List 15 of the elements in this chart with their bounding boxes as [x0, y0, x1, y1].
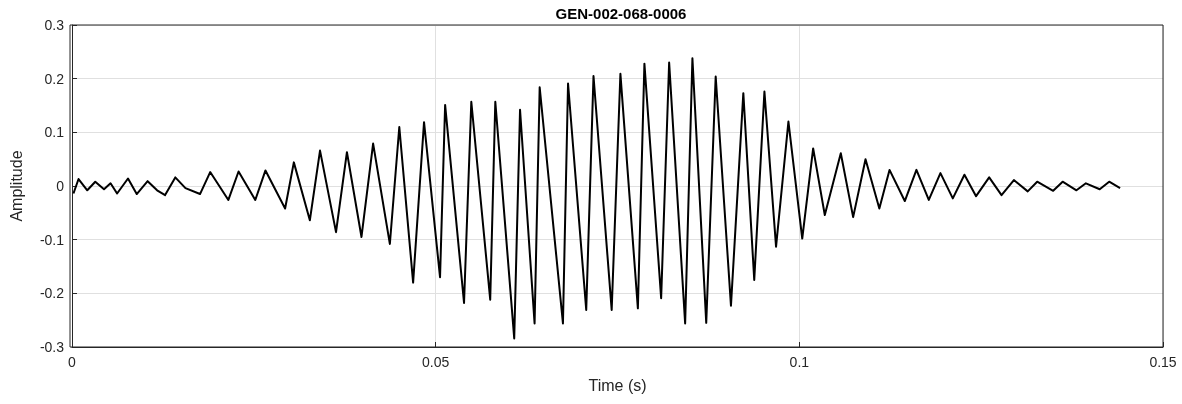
chart-title: GEN-002-068-0006	[555, 5, 687, 22]
x-tick-label: 0	[68, 354, 77, 370]
x-axis-title: Time (s)	[588, 376, 647, 394]
y-tick-label: -0.2	[39, 285, 65, 302]
x-tick-label: 0.05	[422, 354, 450, 370]
y-tick-label: -0.3	[39, 339, 65, 355]
y-tick-label: 0.1	[44, 124, 65, 141]
line-series	[72, 57, 1122, 340]
x-tick-label: 0.15	[1149, 354, 1177, 370]
y-tick-label: 0.3	[44, 17, 65, 33]
y-axis-title: Amplitude	[7, 150, 25, 222]
y-tick-label: -0.1	[39, 231, 65, 248]
x-tick-label: 0.1	[789, 354, 810, 370]
y-tick-label: 0	[56, 178, 65, 194]
y-tick-label: 0.2	[44, 70, 65, 87]
